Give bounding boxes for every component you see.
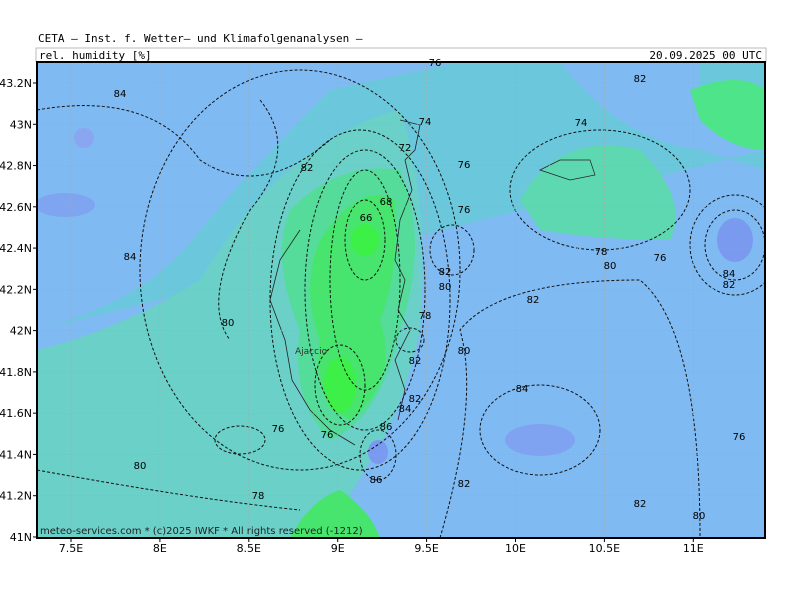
y-tick-label: 41.2N — [0, 490, 32, 503]
contour-label: 80 — [458, 346, 471, 357]
x-tick-label: 10E — [505, 542, 526, 555]
contour-label: 84 — [399, 404, 412, 415]
contour-label: 86 — [370, 475, 383, 486]
contour-label: 76 — [429, 58, 442, 69]
contour-label: 78 — [595, 247, 608, 258]
contour-label: 76 — [321, 430, 334, 441]
contour-label: 76 — [733, 432, 746, 443]
y-tick-label: 41.8N — [0, 366, 32, 379]
axes: 43.2N 43N 42.8N 42.6N 42.4N 42.2N 42N 41.8N 41.6… — [0, 77, 704, 555]
x-tick-label: 9.5E — [414, 542, 438, 555]
x-tick-label: 11E — [683, 542, 704, 555]
contour-label: 82 — [409, 394, 422, 405]
contour-label: 74 — [419, 117, 432, 128]
contour-label: 82 — [527, 295, 540, 306]
contour-label: 84 — [723, 269, 736, 280]
contour-label: 82 — [723, 280, 736, 291]
y-tick-label: 43N — [10, 118, 32, 131]
contour-label: 76 — [458, 160, 471, 171]
contour-label: 74 — [575, 118, 588, 129]
y-tick-label: 41N — [10, 531, 32, 544]
contour-label: 76 — [272, 424, 285, 435]
contour-label: 76 — [458, 205, 471, 216]
town-label: Ajaccio — [295, 347, 328, 357]
y-tick-label: 42.2N — [0, 283, 32, 296]
x-tick-label: 8.5E — [237, 542, 261, 555]
x-tick-label: 7.5E — [59, 542, 83, 555]
contour-label: 78 — [252, 491, 265, 502]
contour-label: 80 — [222, 318, 235, 329]
graticule — [37, 62, 765, 538]
y-tick-label: 41.4N — [0, 448, 32, 461]
x-tick-label: 9E — [331, 542, 345, 555]
y-tick-label: 42.8N — [0, 160, 32, 173]
map-field — [37, 62, 765, 538]
contour-label: 84 — [124, 252, 137, 263]
variable-label: rel. humidity [%] — [39, 49, 152, 62]
contour-label: 82 — [409, 356, 422, 367]
contour-label: 84 — [516, 384, 529, 395]
y-tick-label: 43.2N — [0, 77, 32, 90]
contour-label: 66 — [360, 213, 373, 224]
x-tick-label: 10.5E — [589, 542, 620, 555]
contour-label: 82 — [634, 499, 647, 510]
contour-label: 80 — [439, 282, 452, 293]
contour-label: 82 — [301, 163, 314, 174]
institute-title: CETA — Inst. f. Wetter— und Klimafolgena… — [38, 32, 363, 45]
contour-label: 84 — [114, 89, 127, 100]
y-tick-label: 42.4N — [0, 242, 32, 255]
contour-label: 68 — [380, 197, 393, 208]
copyright-footer: meteo-services.com * (c)2025 IWKF * All … — [40, 526, 363, 537]
contour-label: 72 — [399, 143, 412, 154]
map-frame — [36, 61, 766, 539]
y-tick-label: 41.6N — [0, 407, 32, 420]
contour-labels: 8482848076788076747268667676828078828082… — [114, 58, 746, 522]
contour-label: 78 — [419, 311, 432, 322]
datetime-label: 20.09.2025 00 UTC — [649, 49, 762, 62]
y-tick-label: 42.6N — [0, 201, 32, 214]
contour-label: 82 — [439, 267, 452, 278]
contour-label: 82 — [458, 479, 471, 490]
contour-label: 80 — [693, 511, 706, 522]
contour-label: 80 — [604, 261, 617, 272]
contour-label: 86 — [380, 422, 393, 433]
y-tick-label: 42N — [10, 325, 32, 338]
contour-label: 76 — [654, 253, 667, 264]
x-tick-label: 8E — [153, 542, 167, 555]
contour-label: 82 — [634, 74, 647, 85]
contour-label: 80 — [134, 461, 147, 472]
